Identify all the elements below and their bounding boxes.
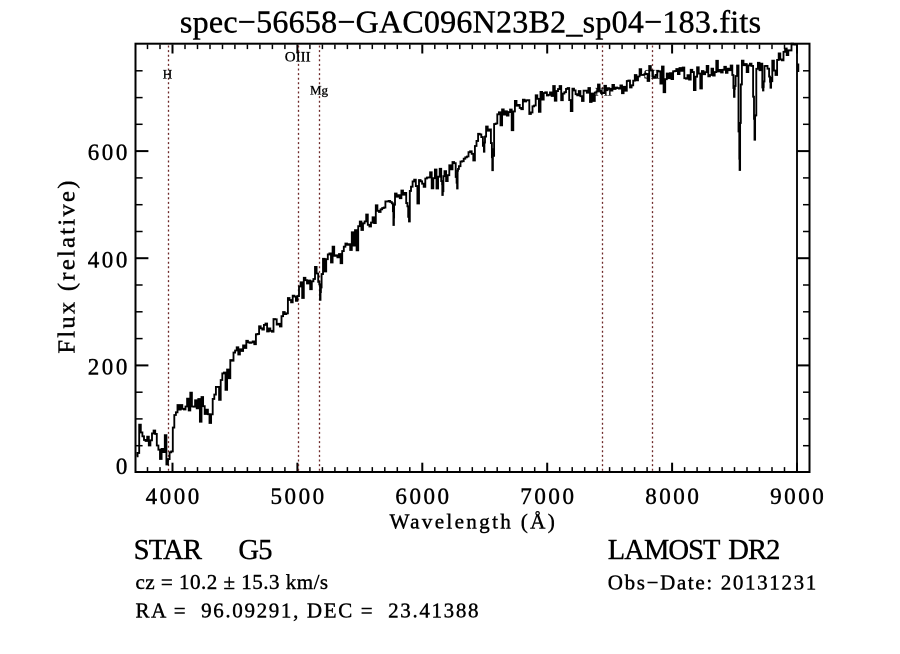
- svg-text:spec−56658−GAC096N23B2_sp04−18: spec−56658−GAC096N23B2_sp04−183.fits: [180, 4, 761, 40]
- svg-text:600: 600: [88, 140, 130, 165]
- svg-text:9000: 9000: [770, 484, 826, 509]
- svg-text:0: 0: [116, 454, 130, 479]
- svg-text:STAR: STAR: [134, 535, 202, 566]
- svg-text:400: 400: [88, 247, 130, 272]
- svg-text:Obs−Date: 20131231: Obs−Date: 20131231: [608, 570, 818, 594]
- svg-text:Wavelength (Å): Wavelength (Å): [390, 509, 558, 533]
- svg-text:4000: 4000: [146, 484, 202, 509]
- svg-text:LAMOST DR2: LAMOST DR2: [608, 535, 780, 566]
- svg-text:7000: 7000: [520, 484, 576, 509]
- svg-text:H: H: [163, 67, 172, 82]
- svg-text:6000: 6000: [395, 484, 451, 509]
- svg-text:cz = 10.2 ± 15.3 km/s: cz = 10.2 ± 15.3 km/s: [136, 570, 329, 594]
- svg-text:RA = 96.09291, DEC = 23.4138: RA = 96.09291, DEC = 23.41388: [136, 599, 481, 623]
- svg-text:OIII: OIII: [285, 50, 311, 66]
- svg-text:8000: 8000: [645, 484, 701, 509]
- svg-text:5000: 5000: [270, 484, 326, 509]
- svg-text:G5: G5: [238, 535, 272, 566]
- svg-text:Mg: Mg: [310, 83, 329, 98]
- svg-text:Flux (relative): Flux (relative): [54, 178, 81, 353]
- svg-text:200: 200: [88, 355, 130, 380]
